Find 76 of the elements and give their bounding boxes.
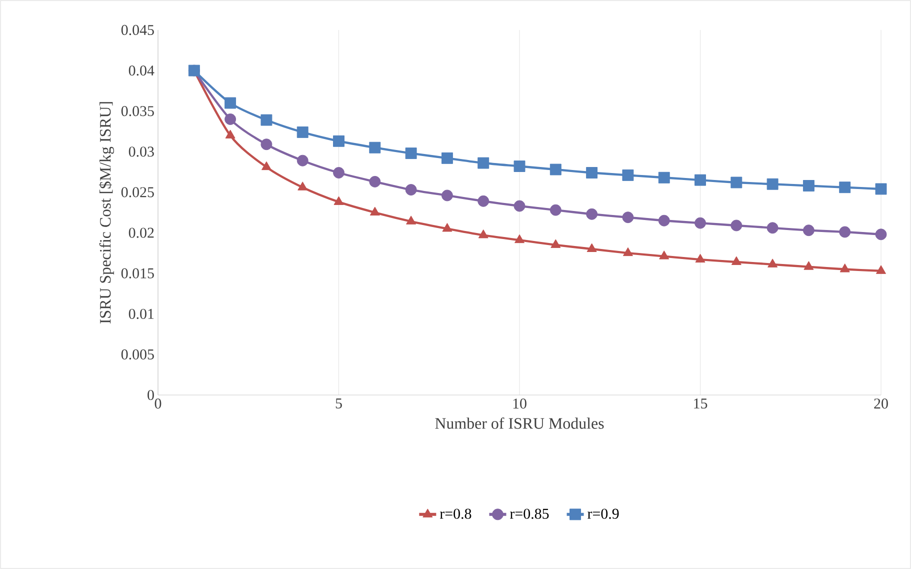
point [876, 265, 886, 274]
x-tick-label: 5 [336, 398, 342, 408]
point [333, 167, 344, 178]
point [260, 114, 272, 126]
x-tick-label: 0 [154, 398, 162, 409]
point [586, 208, 598, 220]
point [622, 247, 633, 256]
point [840, 264, 850, 272]
point [406, 216, 416, 224]
point [839, 182, 851, 194]
point [478, 229, 488, 238]
y-tick-label: 0.03 [128, 146, 154, 157]
point [839, 226, 851, 238]
legend-label: r=0.8 [440, 508, 472, 519]
legend-label: r=0.85 [510, 508, 549, 519]
point [261, 161, 272, 170]
point [550, 164, 562, 176]
point [694, 217, 706, 229]
point [441, 190, 453, 202]
y-tick-label: 0 [148, 390, 154, 400]
point [514, 160, 526, 172]
point [333, 135, 344, 147]
point [550, 204, 562, 216]
point [875, 228, 887, 240]
point [334, 196, 344, 205]
point [802, 224, 814, 236]
y-tick-label: 0.045 [121, 24, 154, 36]
point [730, 176, 742, 188]
x-axis-title: Number of ISRU Modules [435, 417, 604, 429]
point [369, 142, 381, 154]
point [441, 152, 453, 164]
point [766, 178, 778, 190]
point [550, 239, 561, 248]
point [622, 212, 634, 224]
y-tick-label: 0.02 [128, 228, 154, 238]
y-tick-label: 0.015 [121, 268, 154, 278]
x-tick-label: 10 [513, 398, 526, 409]
point [768, 258, 778, 268]
point [875, 183, 887, 195]
point [622, 169, 634, 181]
point [260, 138, 272, 150]
point [442, 222, 452, 232]
point [658, 172, 670, 184]
x-tick-label: 20 [874, 398, 888, 409]
point [694, 174, 706, 186]
legend-label: r=0.9 [588, 508, 619, 519]
point [405, 184, 417, 196]
point [298, 182, 308, 190]
y-tick-label: 0.01 [128, 308, 154, 319]
y-axis-title: ISRU Specific Cost [$M/kg ISRU] [99, 102, 114, 324]
y-tick-label: 0.005 [121, 349, 154, 360]
point [766, 222, 778, 234]
point [730, 220, 742, 232]
y-tick-label: 0.025 [121, 187, 154, 198]
x-tick-label: 15 [694, 398, 708, 409]
point [586, 243, 597, 252]
point [296, 126, 308, 138]
point [658, 214, 670, 226]
point [296, 154, 308, 166]
point [514, 234, 524, 244]
y-tick-label: 0.035 [121, 106, 154, 116]
point [802, 180, 814, 192]
point [586, 167, 598, 178]
point [695, 254, 706, 263]
point [224, 113, 236, 125]
point [659, 250, 670, 260]
point [478, 195, 490, 207]
point [369, 176, 381, 188]
point [731, 256, 742, 265]
point [224, 97, 236, 109]
point [804, 261, 814, 270]
point [478, 157, 490, 169]
point [405, 148, 417, 160]
y-tick-label: 0.04 [128, 65, 154, 76]
point [370, 206, 380, 216]
point [514, 200, 526, 212]
